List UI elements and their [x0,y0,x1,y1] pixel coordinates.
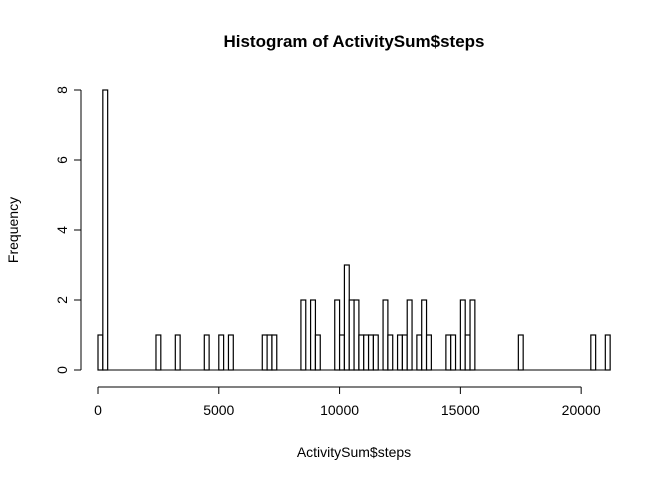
histogram-bar [271,334,278,371]
histogram-bar [464,334,471,371]
histogram-bar [348,299,355,371]
histogram-bar [300,299,307,371]
histogram-bar [97,334,104,371]
x-tick-label: 15000 [441,402,480,418]
x-tick-label: 5000 [203,402,234,418]
chart-title: Histogram of ActivitySum$steps [223,32,484,51]
bars-group [97,89,611,371]
x-axis: 0 5000 10000 15000 20000 [94,386,601,418]
histogram-bar [155,334,162,371]
histogram-bar [421,299,428,371]
histogram-bar [338,334,346,371]
y-tick-label: 6 [54,156,70,164]
histogram-bar [174,334,181,371]
histogram-bar [363,334,370,371]
y-axis: 0 2 4 6 8 [54,86,82,374]
histogram-bar [590,334,597,371]
histogram-bar [367,334,374,371]
histogram-bar [604,334,611,371]
histogram-bar [203,334,210,371]
y-tick-label: 2 [54,296,70,304]
histogram-bar [445,334,452,371]
histogram-bar [517,334,524,371]
x-axis-label: ActivitySum$steps [297,444,411,460]
y-tick-label: 4 [54,226,70,234]
histogram-bar [387,334,394,371]
histogram-bar [416,334,423,371]
y-tick-label: 8 [54,86,70,94]
histogram-bar [425,334,432,371]
histogram-bar [353,299,360,371]
histogram-bar [261,334,268,371]
histogram-bar [401,334,408,371]
histogram-bar [406,299,413,371]
histogram-bar [450,334,457,371]
histogram-bar [334,299,341,371]
y-tick-label: 0 [54,366,70,374]
histogram-bar [459,299,466,371]
histogram-bar [469,299,476,371]
histogram-bar [343,264,350,371]
x-tick-label: 20000 [562,402,601,418]
histogram-bar [372,334,379,371]
histogram-bar [102,89,109,371]
histogram-bar [266,334,273,371]
histogram-bar [382,299,389,371]
histogram-bar [358,334,365,371]
histogram-bar [396,334,403,371]
histogram-bar [314,334,321,371]
x-tick-label: 10000 [320,402,359,418]
histogram-bar [309,299,317,371]
histogram-bar [218,334,225,371]
histogram-bar [227,334,234,371]
y-axis-label: Frequency [5,197,21,263]
x-tick-label: 0 [94,402,102,418]
